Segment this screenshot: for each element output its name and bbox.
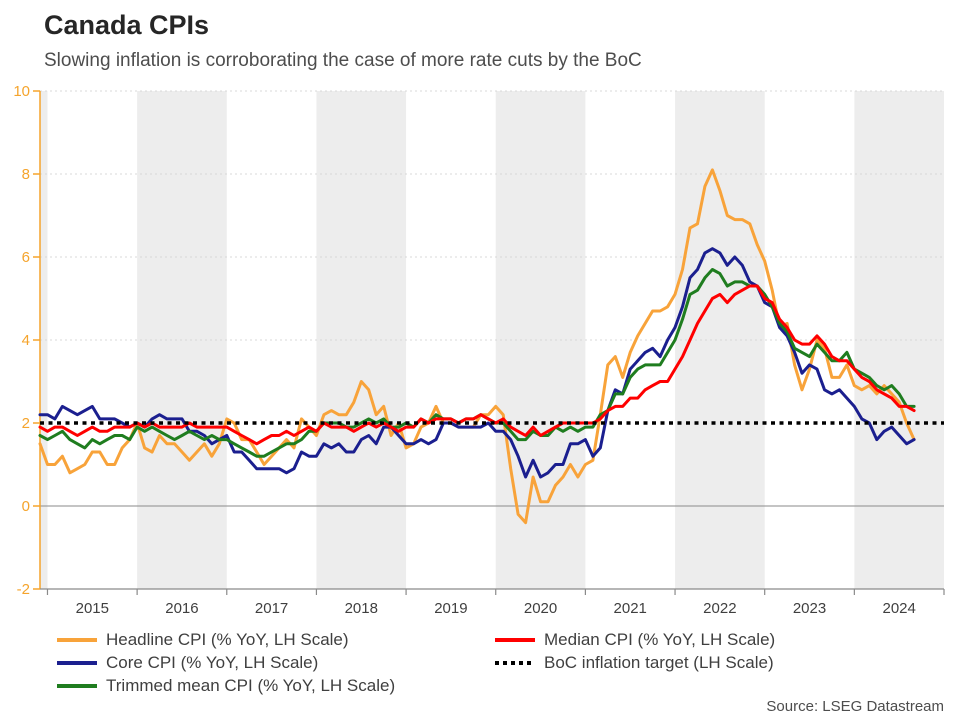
- legend-item-median-cpi: Median CPI (% YoY, LH Scale): [495, 629, 775, 651]
- svg-text:2017: 2017: [255, 600, 288, 617]
- svg-text:2022: 2022: [703, 600, 736, 617]
- page-subtitle: Slowing inflation is corroborating the c…: [44, 50, 642, 71]
- page-title: Canada CPIs: [44, 10, 210, 40]
- svg-text:-2: -2: [17, 581, 30, 598]
- svg-text:8: 8: [22, 166, 30, 183]
- svg-text:0: 0: [22, 498, 30, 515]
- y-axis: 10 8 6 4 2 0 -2: [13, 83, 41, 598]
- legend-label-core-cpi: Core CPI (% YoY, LH Scale): [106, 653, 319, 672]
- svg-text:4: 4: [22, 332, 30, 349]
- source-note: Source: LSEG Datastream: [766, 698, 944, 715]
- svg-text:2024: 2024: [882, 600, 915, 617]
- legend-label-median-cpi: Median CPI (% YoY, LH Scale): [544, 630, 776, 649]
- legend-item-core-cpi: Core CPI (% YoY, LH Scale): [57, 652, 318, 674]
- legend-item-trimmed-mean-cpi: Trimmed mean CPI (% YoY, LH Scale): [57, 675, 395, 697]
- legend-label-headline-cpi: Headline CPI (% YoY, LH Scale): [106, 630, 349, 649]
- svg-text:2020: 2020: [524, 600, 557, 617]
- gridlines: [40, 90, 944, 341]
- legend-swatch-core-cpi: [57, 661, 97, 665]
- svg-text:2: 2: [22, 415, 30, 432]
- series-line-0: [38, 168, 916, 525]
- series-line-3: [38, 284, 916, 446]
- legend-label-trimmed-mean-cpi: Trimmed mean CPI (% YoY, LH Scale): [106, 676, 396, 695]
- x-axis: 2015 2016 2017 2018 2019 2020 2021 2022 2023 2024: [40, 588, 945, 617]
- svg-text:2019: 2019: [434, 600, 467, 617]
- svg-text:2021: 2021: [614, 600, 647, 617]
- svg-text:10: 10: [13, 83, 30, 100]
- legend-item-headline-cpi: Headline CPI (% YoY, LH Scale): [57, 629, 349, 651]
- legend-swatch-boc-target: [495, 661, 535, 665]
- legend-item-boc-target: BoC inflation target (LH Scale): [495, 652, 774, 674]
- legend-swatch-headline-cpi: [57, 638, 97, 642]
- legend-label-boc-target: BoC inflation target (LH Scale): [544, 653, 774, 672]
- svg-text:2016: 2016: [165, 600, 198, 617]
- legend-swatch-median-cpi: [495, 638, 535, 642]
- legend-swatch-trimmed-mean-cpi: [57, 684, 97, 688]
- svg-text:2015: 2015: [76, 600, 109, 617]
- svg-text:2018: 2018: [345, 600, 378, 617]
- svg-text:2023: 2023: [793, 600, 826, 617]
- svg-text:6: 6: [22, 249, 30, 266]
